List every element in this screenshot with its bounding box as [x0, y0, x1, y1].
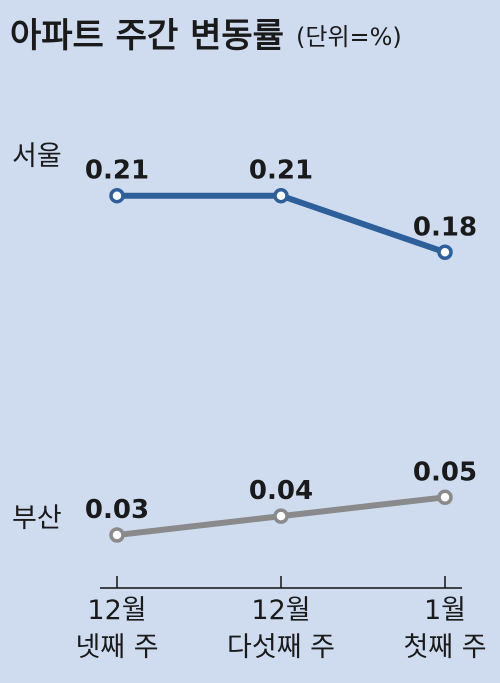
x-tick-label-week: 첫째 주	[403, 632, 486, 663]
x-tick-label-month: 1월	[424, 595, 466, 626]
x-tick-label-month: 12월	[251, 595, 310, 626]
data-point-seoul	[273, 187, 289, 204]
data-point-busan	[273, 508, 289, 524]
chart-unit: (단위=%)	[296, 23, 402, 51]
data-point-seoul	[109, 187, 125, 204]
x-tick-label-month: 12월	[87, 595, 146, 626]
data-label-seoul: 0.18	[413, 212, 477, 242]
series-label-seoul: 서울	[12, 141, 62, 172]
x-tick-label-week: 다섯째 주	[227, 632, 335, 663]
data-label-busan: 0.03	[85, 495, 149, 525]
series-label-busan: 부산	[12, 503, 62, 534]
chart-title: 아파트 주간 변동률	[10, 16, 284, 56]
data-point-busan	[109, 527, 125, 543]
data-label-seoul: 0.21	[249, 156, 313, 186]
data-label-busan: 0.04	[249, 476, 313, 506]
data-label-busan: 0.05	[413, 457, 477, 487]
data-point-busan	[437, 489, 453, 506]
data-label-seoul: 0.21	[85, 156, 149, 186]
series-line-seoul	[117, 192, 446, 256]
data-point-seoul	[437, 244, 453, 260]
x-tick-label-week: 넷째 주	[75, 632, 158, 663]
